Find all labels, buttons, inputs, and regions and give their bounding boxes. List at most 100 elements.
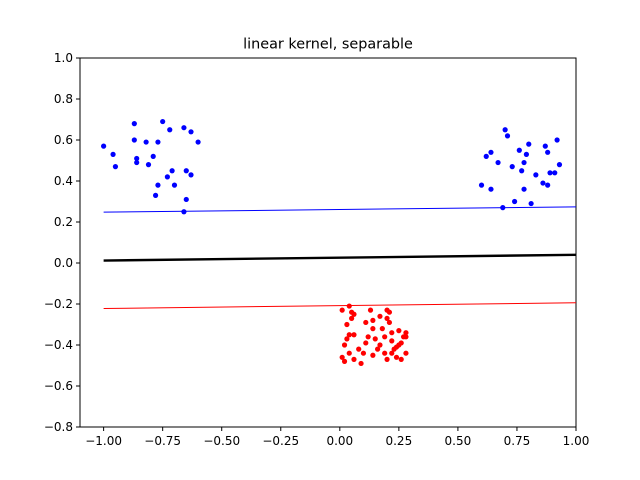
class-blue-left-point	[160, 118, 166, 125]
class-blue-right-point	[545, 182, 551, 188]
class-blue-right-point	[488, 186, 494, 192]
class-blue-left-point	[188, 129, 194, 135]
class-blue-right-point	[533, 172, 539, 178]
class-blue-left-point	[167, 127, 173, 133]
class-blue-right-point	[495, 159, 501, 166]
class-blue-right-point	[478, 182, 485, 188]
class-red-point	[339, 354, 345, 360]
class-blue-right-point	[516, 147, 522, 153]
class-blue-right-point	[545, 149, 551, 155]
class-red-point	[398, 356, 404, 362]
class-blue-left-point	[183, 168, 189, 174]
class-blue-left-point	[145, 162, 152, 168]
class-red-point	[346, 303, 352, 309]
class-blue-left-point	[181, 125, 187, 131]
class-blue-left-point	[131, 121, 137, 127]
class-blue-right-point	[504, 133, 511, 139]
class-blue-left-point	[195, 139, 201, 145]
class-blue-right-point	[554, 137, 560, 143]
class-blue-right-point	[521, 159, 527, 166]
class-red-point	[403, 330, 409, 336]
class-red-point	[382, 334, 388, 340]
class-red-point	[363, 340, 369, 346]
class-blue-left-point	[171, 182, 178, 188]
y-tick-label: 1.0	[54, 51, 73, 65]
class-blue-right-point	[547, 170, 553, 176]
class-red-point	[386, 319, 393, 326]
x-tick-label: 0.00	[326, 434, 353, 448]
class-red-point	[370, 352, 376, 358]
class-blue-left-point	[131, 137, 137, 143]
class-blue-left-point	[152, 192, 159, 198]
class-blue-left-point	[134, 159, 140, 166]
class-red-point	[351, 356, 357, 362]
class-blue-right-point	[500, 205, 506, 211]
class-red-point	[351, 332, 357, 338]
class-blue-left-point	[188, 172, 194, 178]
class-blue-left-point	[155, 139, 161, 145]
class-red-point	[398, 340, 404, 346]
class-blue-left-point	[155, 182, 161, 188]
x-axis: −1.00 −0.75 −0.50 −0.25 0.00 0.25 0.50 0.75 1.00	[85, 427, 589, 448]
class-blue-left-point	[101, 143, 107, 149]
class-blue-right-point	[511, 198, 518, 205]
class-blue-right-point	[542, 143, 548, 149]
class-blue-right-point	[483, 153, 489, 159]
class-red-point	[393, 354, 400, 360]
class-red-point	[370, 317, 376, 323]
class-blue-right-point	[521, 186, 527, 192]
class-red-point	[389, 330, 395, 336]
class-red-point	[396, 328, 402, 334]
y-tick-label: 0.2	[54, 215, 73, 229]
class-red-point	[356, 346, 362, 352]
y-tick-label: −0.8	[44, 420, 73, 434]
class-blue-right-point	[528, 200, 534, 207]
class-red-point	[389, 350, 395, 356]
class-red-point	[358, 360, 364, 367]
class-red-point	[386, 309, 393, 315]
chart-title: linear kernel, separable	[243, 37, 413, 53]
margin-lower-line	[103, 302, 577, 310]
y-tick-label: 0.0	[54, 256, 73, 270]
class-blue-right-point	[523, 151, 530, 157]
class-red-point	[360, 350, 367, 356]
y-tick-label: 0.6	[54, 133, 73, 147]
points-layer	[101, 118, 563, 367]
class-red-point	[370, 326, 376, 332]
class-red-point	[346, 350, 352, 356]
x-tick-label: 0.25	[385, 434, 412, 448]
class-red-point	[341, 358, 348, 364]
x-tick-label: −0.50	[203, 434, 240, 448]
class-red-point	[403, 334, 409, 340]
y-tick-label: 0.4	[54, 174, 73, 188]
class-blue-left-point	[183, 196, 189, 203]
class-red-point	[344, 336, 350, 342]
class-red-point	[379, 326, 385, 332]
class-red-point	[403, 350, 409, 356]
class-blue-right-point	[509, 164, 515, 170]
y-tick-label: −0.2	[44, 297, 73, 311]
class-red-point	[344, 321, 350, 328]
class-blue-left-point	[143, 139, 149, 145]
class-blue-right-point	[556, 162, 563, 168]
x-tick-label: 1.00	[563, 434, 590, 448]
x-tick-label: −0.25	[262, 434, 299, 448]
class-red-point	[377, 313, 383, 319]
class-blue-left-point	[164, 174, 170, 180]
class-red-point	[367, 307, 374, 313]
x-tick-label: 0.50	[445, 434, 472, 448]
class-red-point	[346, 332, 352, 338]
x-tick-label: −1.00	[85, 434, 122, 448]
decision-boundary-line	[103, 253, 577, 262]
class-red-point	[377, 342, 383, 348]
class-red-point	[341, 342, 348, 348]
class-blue-left-point	[181, 209, 187, 215]
class-blue-right-point	[488, 149, 494, 155]
plot-frame	[79, 57, 577, 428]
class-red-point	[351, 311, 357, 317]
class-blue-right-point	[519, 168, 525, 174]
class-red-point	[384, 356, 390, 362]
class-blue-left-point	[110, 151, 116, 157]
